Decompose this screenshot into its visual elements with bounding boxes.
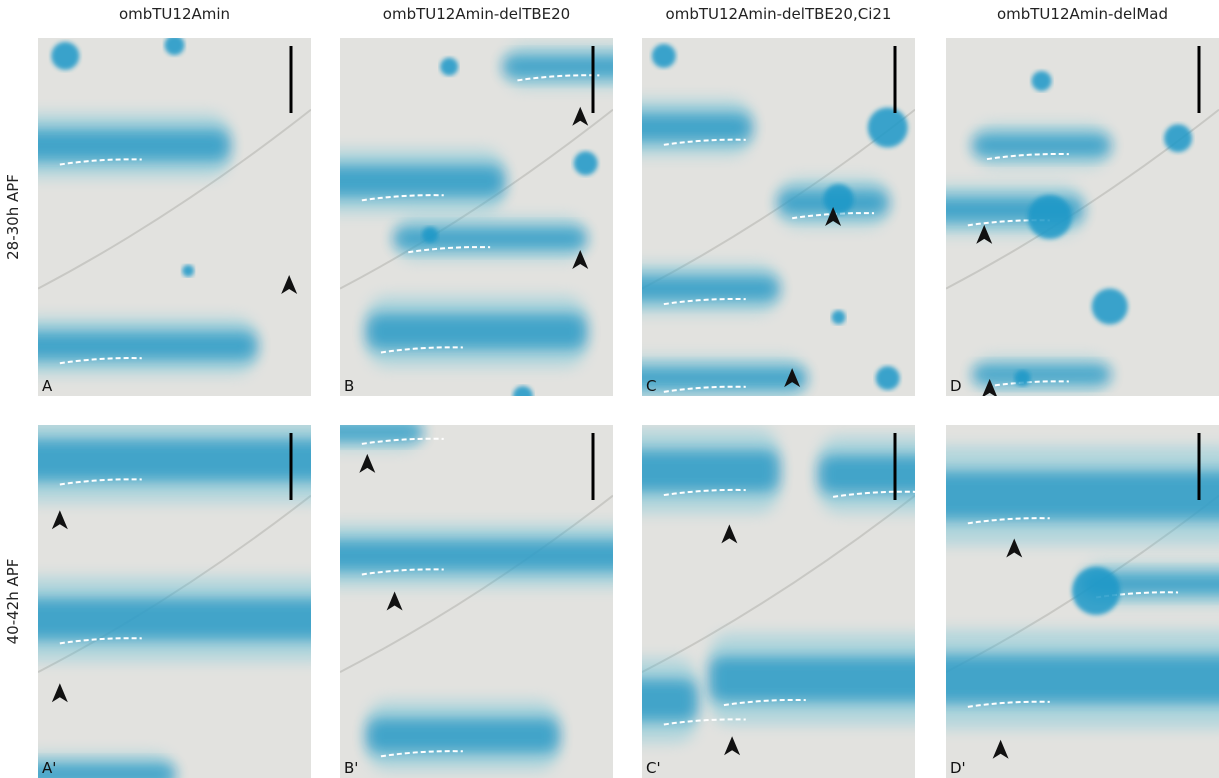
stained-band-halo <box>819 436 942 514</box>
stained-band-halo <box>615 357 806 400</box>
panel-letter: B <box>344 377 354 395</box>
stained-band-halo <box>504 45 641 88</box>
panel-letter: A' <box>42 759 56 777</box>
stained-band-halo <box>973 124 1110 167</box>
panel: B <box>313 38 641 406</box>
blob <box>422 227 438 243</box>
column-title: ombTU12Amin-delTBE20 <box>383 5 570 23</box>
blob <box>165 35 185 55</box>
blob <box>824 184 854 214</box>
blob <box>1028 195 1072 239</box>
blob <box>1032 71 1052 91</box>
panel-letter: C' <box>646 759 661 777</box>
blob <box>51 42 79 70</box>
stained-band-halo <box>367 700 558 771</box>
blob <box>652 44 676 68</box>
column-title: ombTU12Amin-delMad <box>997 5 1168 23</box>
stained-band-halo <box>11 418 339 503</box>
panel: C <box>615 38 915 400</box>
panel: A' <box>11 418 339 778</box>
column-title: ombTU12Amin <box>119 5 230 23</box>
panel-letter: D <box>950 377 962 395</box>
column-title: ombTU12Amin-delTBE20,Ci21 <box>666 5 892 23</box>
stained-band-halo <box>11 317 257 374</box>
stained-band-halo <box>919 630 1219 729</box>
blob <box>1072 567 1120 615</box>
panel: A <box>11 35 311 396</box>
panel-letter: A <box>42 377 53 395</box>
stained-band-halo <box>615 429 779 514</box>
stained-band-halo <box>11 753 175 778</box>
stained-band-halo <box>615 99 752 156</box>
stained-band-halo <box>615 658 697 743</box>
blob <box>1014 370 1030 386</box>
blob <box>832 310 846 324</box>
panel-letter: D' <box>950 759 966 777</box>
blob <box>868 108 908 148</box>
row-label: 28-30h APF <box>4 174 22 260</box>
stained-band-halo <box>710 633 942 725</box>
panel: C' <box>615 425 943 778</box>
panel-letter: C <box>646 377 656 395</box>
row-label: 40-42h APF <box>4 559 22 645</box>
stained-band-halo <box>973 357 1110 393</box>
blob <box>1164 124 1192 152</box>
stained-band-halo <box>11 577 339 662</box>
stained-band-halo <box>11 113 229 177</box>
stained-band-halo <box>367 296 585 368</box>
figure: ombTU12Amin ombTU12Amin-delTBE20 ombTU12Am… <box>0 0 1219 778</box>
stained-band-halo <box>313 524 641 588</box>
blob <box>182 265 194 277</box>
blob <box>876 366 900 390</box>
panel: D' <box>919 425 1219 778</box>
blob <box>513 386 533 406</box>
stained-band-halo <box>313 149 504 213</box>
stained-band-halo <box>615 264 779 314</box>
blob <box>1092 289 1128 325</box>
blob <box>574 151 598 175</box>
panel: D <box>919 38 1219 398</box>
stained-band-halo <box>313 414 422 449</box>
stained-band-halo <box>919 446 1219 545</box>
panel: B' <box>313 414 641 778</box>
panel-letter: B' <box>344 759 358 777</box>
blob <box>440 58 458 76</box>
